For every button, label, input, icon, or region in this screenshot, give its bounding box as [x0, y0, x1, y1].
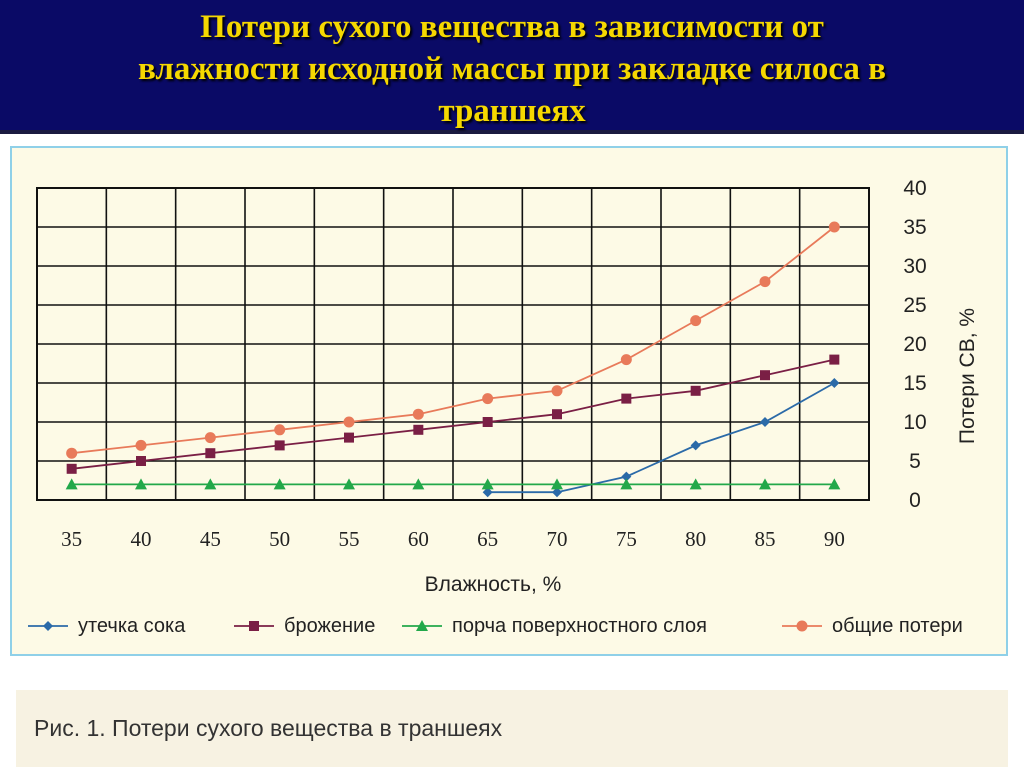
series-line-1 [487, 382, 835, 494]
x-tick-label: 65 [477, 527, 498, 551]
data-point-series-1 [829, 378, 840, 388]
x-axis-label: Влажность, % [425, 573, 562, 596]
data-point-series-1 [482, 487, 493, 498]
data-point-series-3 [689, 478, 702, 490]
data-point-series-3 [273, 478, 286, 490]
y-tick-label: 5 [909, 450, 921, 473]
caption-box: Рис. 1. Потери сухого вещества в траншея… [16, 690, 1008, 767]
data-point-series-1 [690, 440, 701, 451]
data-point-series-2 [760, 370, 770, 381]
legend-marker-3 [416, 620, 428, 631]
data-point-series-3 [412, 478, 425, 490]
data-point-series-4 [620, 354, 632, 366]
y-tick-label: 10 [903, 411, 926, 434]
data-point-series-4 [274, 424, 286, 436]
x-tick-label: 85 [755, 527, 776, 551]
x-tick-label: 50 [269, 527, 290, 551]
data-point-series-3 [343, 478, 355, 490]
legend-marker-4 [796, 620, 808, 632]
x-tick-label: 70 [547, 527, 568, 551]
data-point-series-4 [759, 276, 771, 288]
data-point-series-4 [135, 439, 147, 451]
data-point-series-3 [828, 478, 841, 490]
legend-marker-2 [249, 621, 259, 631]
y-tick-label: 25 [903, 294, 926, 317]
chart-frame: 0 5 10 15 20 25 30 35 40 35 40 45 50 55 60 65 70 75 80 85 90… [10, 146, 1008, 656]
legend-label-1: утечка сока [78, 615, 186, 637]
data-point-series-3 [65, 478, 78, 490]
data-point-series-2 [552, 409, 562, 420]
y-tick-label: 15 [903, 372, 926, 395]
data-point-series-2 [690, 385, 701, 396]
data-point-series-2 [274, 440, 285, 451]
x-tick-label: 75 [616, 527, 637, 551]
series-line-4 [71, 226, 835, 455]
slide-title-line-3: траншеях [438, 93, 586, 129]
legend-label-3: порча поверхностного слоя [452, 615, 707, 637]
legend-label-2: брожение [284, 615, 375, 637]
figure-caption: Рис. 1. Потери сухого вещества в траншея… [34, 715, 503, 741]
x-tick-label: 60 [408, 527, 429, 551]
series-line-2 [71, 358, 835, 470]
data-point-series-3 [204, 478, 217, 490]
x-tick-label: 90 [824, 527, 845, 551]
data-point-series-4 [204, 432, 216, 444]
data-point-series-3 [759, 478, 771, 490]
y-tick-label: 40 [903, 177, 926, 200]
data-point-series-4 [551, 385, 563, 397]
data-point-series-3 [135, 478, 147, 490]
data-point-series-2 [66, 463, 77, 474]
y-tick-label: 30 [903, 255, 926, 278]
x-tick-label: 55 [339, 527, 360, 551]
line-chart: 0 5 10 15 20 25 30 35 40 35 40 45 50 55 60 65 70 75 80 85 90… [28, 177, 979, 637]
data-point-series-4 [412, 408, 424, 420]
y-tick-label: 0 [909, 489, 921, 512]
slide-title-line-1: Потери сухого вещества в зависимости от [200, 9, 824, 45]
data-point-series-1 [760, 417, 770, 427]
title-bar: Потери сухого вещества в зависимости от … [0, 0, 1024, 134]
x-tick-label: 35 [61, 527, 82, 551]
data-point-series-4 [343, 416, 355, 428]
y-tick-label: 35 [903, 216, 926, 239]
data-point-series-4 [690, 315, 702, 327]
y-tick-label: 20 [903, 333, 926, 356]
data-point-series-2 [413, 424, 424, 435]
data-point-series-1 [552, 487, 562, 498]
data-point-series-2 [136, 456, 146, 466]
data-point-series-2 [482, 417, 493, 427]
x-tick-label: 80 [685, 527, 706, 551]
data-point-series-2 [829, 354, 840, 365]
data-point-series-3 [551, 478, 563, 490]
x-tick-label: 45 [200, 527, 221, 551]
slide-title-line-2: влажности исходной массы при закладке си… [137, 51, 886, 87]
data-point-series-2 [344, 432, 354, 443]
data-point-series-3 [620, 478, 633, 490]
data-point-series-4 [828, 221, 840, 233]
data-point-series-2 [205, 448, 216, 459]
data-point-series-4 [66, 447, 78, 459]
data-point-series-3 [481, 478, 494, 490]
x-tick-label: 40 [131, 527, 152, 551]
legend-marker-1 [43, 621, 53, 631]
data-point-series-1 [621, 471, 632, 482]
data-point-series-2 [621, 393, 632, 404]
y-axis-label: Потери СВ, % [956, 308, 979, 444]
slide-title: Потери сухого вещества в зависимости от … [0, 6, 1024, 132]
legend-label-4: общие потери [832, 615, 963, 637]
data-point-series-4 [482, 393, 494, 405]
